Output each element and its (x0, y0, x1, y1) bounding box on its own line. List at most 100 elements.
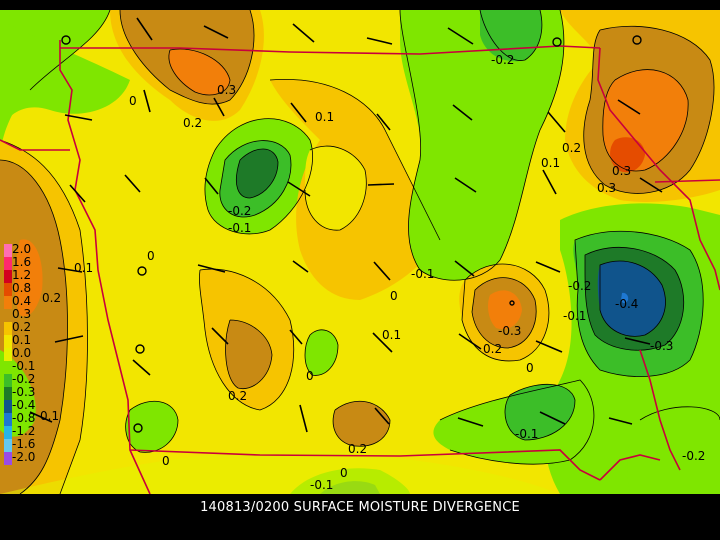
station-marker (509, 300, 515, 306)
region-03-bottom-center (333, 401, 390, 447)
contour-label: -0.4 (615, 297, 638, 311)
legend-row: 0.0 (0, 346, 60, 361)
legend-label: 0.4 (12, 294, 32, 308)
legend-swatch (4, 257, 12, 270)
contour-label: 0 (162, 454, 170, 468)
legend-row: -1.6 (0, 437, 60, 452)
contour-label: -0.2 (491, 53, 514, 67)
region-04-center-right (488, 290, 522, 330)
legend-row: 0.3 (0, 307, 60, 322)
legend-row: -0.8 (0, 411, 60, 426)
contour-label: -0.1 (310, 478, 333, 492)
legend-label: -2.0 (12, 450, 36, 464)
legend-row: 0.2 (0, 320, 60, 335)
legend-row: -0.1 (0, 359, 60, 374)
contour-label: 0.1 (40, 409, 59, 423)
region-04-top (168, 49, 230, 95)
legend-swatch (4, 309, 12, 322)
contour-label: 0 (306, 369, 314, 383)
station-marker (552, 37, 562, 47)
contour-label: 0.1 (541, 156, 560, 170)
contour-label: 0.2 (183, 116, 202, 130)
legend-swatch (4, 322, 12, 335)
legend-row: -0.4 (0, 398, 60, 413)
legend-swatch (4, 244, 12, 257)
legend-row: 0.8 (0, 281, 60, 296)
contour-label: 0.3 (612, 164, 631, 178)
station-marker (632, 35, 642, 45)
legend-row: -0.2 (0, 373, 60, 387)
legend-row: 1.6 (0, 255, 60, 270)
region-neg-upper-left (0, 20, 130, 140)
contour-label: -0.3 (650, 339, 673, 353)
map-area: 0.3 0.2 0 0.1 -0.2 -0.2 -0.1 0 0.1 0.2 0… (0, 10, 720, 494)
contour-label: 0.3 (217, 83, 236, 97)
legend-swatch (4, 361, 12, 374)
legend-label: 1.6 (12, 255, 32, 269)
station-markers (61, 35, 642, 433)
legend-row: -0.3 (0, 385, 60, 400)
station-marker (133, 423, 143, 433)
contour-label: -0.1 (411, 267, 434, 281)
contour-label: 0.2 (42, 291, 61, 305)
contour-label: -0.2 (682, 449, 705, 463)
color-legend: 2.0 1.6 1.2 0.8 0.4 0.3 0.2 0.1 0.0 -0.1 -0.2 -0.3-… (0, 242, 60, 465)
legend-label: -0.1 (12, 359, 36, 373)
moisture-divergence-map: 0.3 0.2 0 0.1 -0.2 -0.2 -0.1 0 0.1 0.2 0… (0, 10, 720, 494)
region-03-lower-left (225, 320, 272, 389)
contour-label: -0.3 (498, 324, 521, 338)
contour-lines (0, 10, 720, 494)
legend-swatch (4, 283, 12, 296)
region-01-center (305, 146, 367, 231)
contour-label: 0.2 (562, 141, 581, 155)
legend-label: 0.3 (12, 307, 32, 321)
legend-row: 1.2 (0, 268, 60, 283)
legend-swatch (4, 413, 12, 426)
region-04-right (597, 261, 666, 337)
legend-label: -1.2 (12, 424, 36, 438)
region-08-top-right (610, 137, 645, 173)
legend-label: -1.6 (12, 437, 36, 451)
contour-label: 0 (147, 249, 155, 263)
legend-label: 0.1 (12, 333, 32, 347)
legend-row: -1.2 (0, 424, 60, 439)
contour-label: 0 (340, 466, 348, 480)
region-neg-center-band (400, 10, 564, 281)
legend-row: 0.4 (0, 294, 60, 309)
map-caption: 140813/0200 SURFACE MOISTURE DIVERGENCE (200, 500, 520, 515)
legend-label: 0.2 (12, 320, 32, 334)
legend-label: -0.3 (12, 385, 36, 399)
contour-label: -0.1 (515, 427, 538, 441)
contour-label: 0.1 (382, 328, 401, 342)
legend-swatch (4, 348, 12, 361)
legend-row: 2.0 (0, 242, 60, 257)
legend-swatch (4, 400, 12, 413)
legend-label: 2.0 (12, 242, 32, 256)
legend-swatch (4, 270, 12, 283)
region-zero-bottom (0, 450, 560, 494)
legend-label: 0.0 (12, 346, 32, 360)
contour-label: 0.3 (597, 181, 616, 195)
contour-label: -0.2 (568, 279, 591, 293)
region-08-right (621, 292, 629, 303)
contour-label: 0.1 (315, 110, 334, 124)
contour-label: 0.2 (228, 389, 247, 403)
region-neg-bottom-left (125, 401, 178, 453)
contour-label: 0 (390, 289, 398, 303)
contour-label: 0.1 (74, 261, 93, 275)
contour-label: 0.2 (348, 442, 367, 456)
legend-label: -0.8 (12, 411, 36, 425)
legend-label: 1.2 (12, 268, 32, 282)
legend-label: -0.4 (12, 398, 36, 412)
legend-swatch (4, 335, 12, 348)
legend-swatch (4, 439, 12, 452)
legend-row: 0.1 (0, 333, 60, 348)
legend-row: -2.0 (0, 450, 60, 465)
region-03-center-left (236, 148, 278, 198)
contour-labels: 0.3 0.2 0 0.1 -0.2 -0.2 -0.1 0 0.1 0.2 0… (40, 53, 705, 492)
region-04-left (14, 239, 43, 317)
legend-label: 0.8 (12, 281, 32, 295)
contour-label: -0.1 (228, 221, 251, 235)
station-marker (61, 35, 71, 45)
station-marker (137, 266, 147, 276)
